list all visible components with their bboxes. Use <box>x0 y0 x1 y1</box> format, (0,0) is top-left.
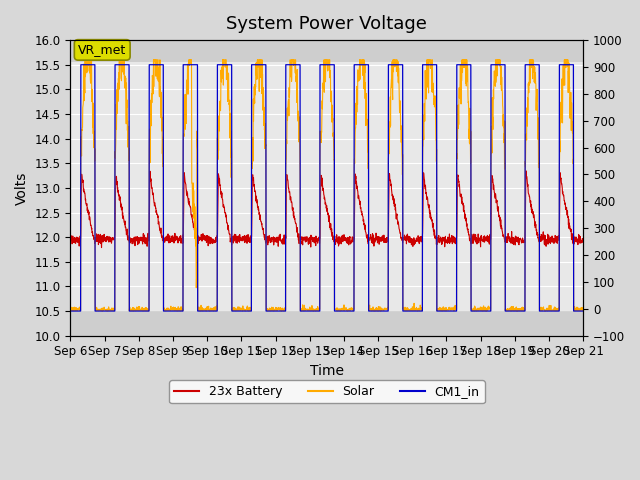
Y-axis label: Volts: Volts <box>15 171 29 204</box>
Bar <box>70 311 583 336</box>
X-axis label: Time: Time <box>310 364 344 378</box>
Bar <box>70 40 583 62</box>
Text: VR_met: VR_met <box>78 43 126 57</box>
Legend: 23x Battery, Solar, CM1_in: 23x Battery, Solar, CM1_in <box>169 380 484 403</box>
Title: System Power Voltage: System Power Voltage <box>227 15 428 33</box>
